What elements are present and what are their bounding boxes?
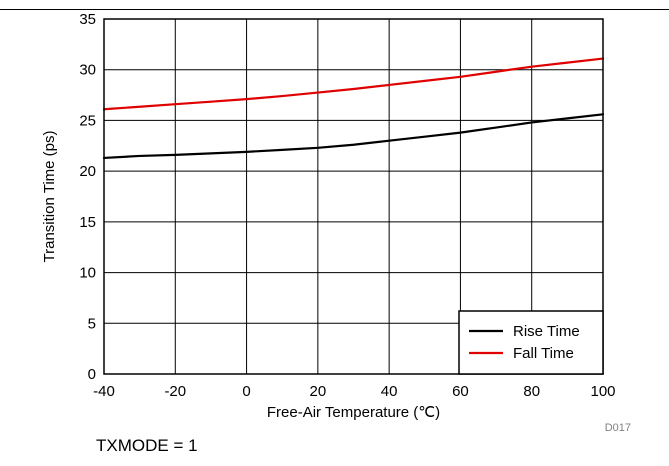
x-tick-label: 80 — [523, 383, 540, 400]
x-tick-label: 20 — [310, 383, 327, 400]
legend: Rise Time Fall Time — [458, 310, 604, 375]
legend-label-rise-time: Rise Time — [513, 323, 580, 340]
y-axis-label: Transition Time (ps) — [41, 131, 58, 263]
y-tick-label: 25 — [79, 112, 96, 129]
y-tick-label: 0 — [88, 366, 96, 383]
caption: TXMODE = 1 — [96, 436, 198, 455]
y-tick-label: 15 — [79, 214, 96, 231]
y-tick-label: 35 — [79, 11, 96, 28]
x-axis-label: Free-Air Temperature (℃) — [267, 404, 440, 421]
x-tick-label: -20 — [164, 383, 186, 400]
y-tick-label: 30 — [79, 62, 96, 79]
rise-time-line — [102, 113, 605, 160]
x-tick-label: 60 — [452, 383, 469, 400]
x-axis-ticks: -40 -20 0 20 40 60 80 100 — [93, 383, 615, 400]
y-tick-label: 10 — [79, 265, 96, 282]
fall-time-line — [102, 57, 605, 111]
legend-label-fall-time: Fall Time — [513, 345, 574, 362]
series-layer — [102, 57, 605, 160]
x-tick-label: 40 — [381, 383, 398, 400]
legend-box — [458, 310, 604, 375]
top-rule — [0, 9, 669, 10]
x-tick-label: -40 — [93, 383, 115, 400]
x-tick-label: 0 — [242, 383, 250, 400]
y-tick-label: 20 — [79, 163, 96, 180]
plot-area-frame — [103, 18, 604, 375]
x-tick-label: 100 — [590, 383, 615, 400]
figure-code: D017 — [605, 422, 631, 434]
y-axis-ticks: 0 5 10 15 20 25 30 35 — [79, 11, 96, 383]
y-tick-label: 5 — [88, 315, 96, 332]
